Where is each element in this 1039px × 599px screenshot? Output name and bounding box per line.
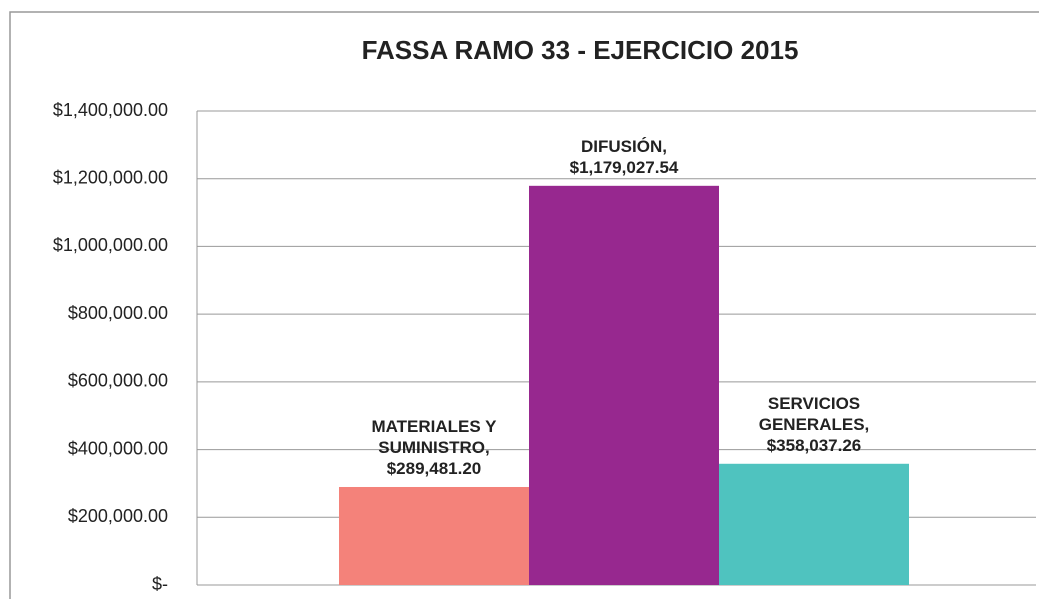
y-tick-label: $600,000.00 <box>68 371 168 391</box>
category-label: SERVICIOS GENERALES, <box>758 393 870 434</box>
y-tick-label: $1,200,000.00 <box>53 167 168 187</box>
chart-title: FASSA RAMO 33 - EJERCICIO 2015 <box>362 35 799 65</box>
data-label: MATERIALES Y SUMINISTRO, $289,481.20 <box>339 416 529 479</box>
y-tick-label: $200,000.00 <box>68 506 168 526</box>
y-tick-label: $1,400,000.00 <box>53 100 168 120</box>
y-tick-label: $1,000,000.00 <box>53 235 168 255</box>
data-label: DIFUSIÓN, $1,179,027.54 <box>529 136 719 178</box>
value-label: $358,037.26 <box>766 435 862 455</box>
value-label: $1,179,027.54 <box>569 157 679 177</box>
chart-border <box>9 11 1039 599</box>
bar <box>339 486 529 585</box>
value-label: $289,481.20 <box>386 459 482 478</box>
category-label: MATERIALES Y SUMINISTRO, <box>371 417 497 457</box>
y-tick-label: $400,000.00 <box>68 438 168 458</box>
bar <box>529 185 719 586</box>
bar <box>719 463 909 585</box>
y-tick-label: $- <box>152 574 168 594</box>
data-label: SERVICIOS GENERALES, $358,037.26 <box>719 393 909 456</box>
y-tick-label: $800,000.00 <box>68 303 168 323</box>
category-label: DIFUSIÓN, <box>581 136 667 156</box>
